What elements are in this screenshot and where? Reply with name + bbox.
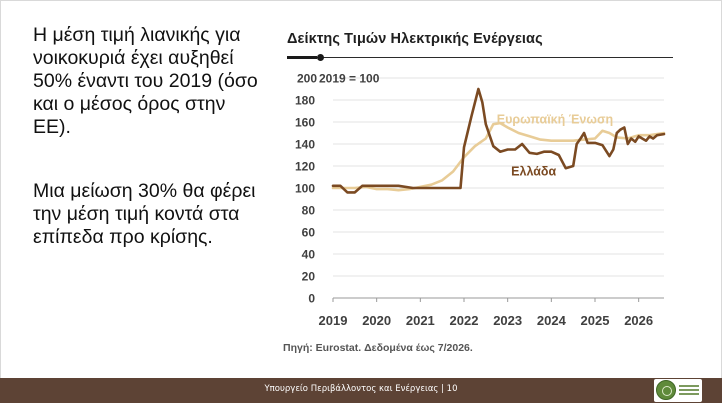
ministry-logo xyxy=(654,379,702,402)
label-european-union: Ευρωπαϊκή Ένωση xyxy=(497,113,613,127)
y-axis-label: 2019 = 100 xyxy=(319,72,380,86)
y-tick-label: 0 xyxy=(308,292,315,306)
y-tick-label: 160 xyxy=(295,116,315,130)
slide-border-top xyxy=(0,0,722,1)
series-line-greece xyxy=(331,87,666,194)
y-tick-label: 80 xyxy=(302,204,316,218)
y-tick-label: 180 xyxy=(295,94,315,108)
slide-border-left xyxy=(0,0,1,378)
x-tick-label: 2024 xyxy=(537,313,567,328)
chart-title-underline-dot xyxy=(317,54,324,61)
paragraph-price-reduction: Μια μείωση 30% θα φέρει την μέση τιμή κο… xyxy=(33,180,256,248)
footer-bar: Υπουργείο Περιβάλλοντος και Ενέργειας | … xyxy=(0,378,722,403)
ministry-wordmark-icon xyxy=(679,385,699,396)
y-tick-label: 120 xyxy=(295,160,315,174)
y-tick-label: 60 xyxy=(302,226,316,240)
chart-labels: 0 20 40 60 80 100 120 140 160 180 200 2019 = 100 201… xyxy=(295,72,653,329)
y-tick-label: 200 xyxy=(297,72,317,86)
price-index-chart: 0 20 40 60 80 100 120 140 160 180 200 2019 = 100 201… xyxy=(295,72,666,329)
y-tick-label: 40 xyxy=(302,248,316,262)
paragraph-price-increase: Η μέση τιμή λιανικής για νοικοκυριά έχει… xyxy=(33,24,258,138)
chart-title-underline-accent xyxy=(287,56,317,59)
x-tick-label: 2021 xyxy=(406,313,435,328)
ministry-seal-icon xyxy=(656,380,676,400)
footer-text: Υπουργείο Περιβάλλοντος και Ενέργειας | … xyxy=(264,384,458,394)
x-tick-label: 2025 xyxy=(581,313,610,328)
x-tick-label: 2022 xyxy=(450,313,479,328)
series-line-eu xyxy=(331,121,666,192)
x-tick-label: 2023 xyxy=(493,313,522,328)
x-tick-label: 2020 xyxy=(362,313,391,328)
source-note: Πηγή: Eurostat. Δεδομένα έως 7/2026. xyxy=(283,342,473,354)
chart-title: Δείκτης Τιμών Ηλεκτρικής Ενέργειας xyxy=(287,31,543,47)
y-tick-label: 140 xyxy=(295,138,315,152)
chart-gridlines xyxy=(333,77,664,277)
x-tick-label: 2019 xyxy=(319,313,348,328)
chart-title-underline xyxy=(287,57,673,58)
chart-axes xyxy=(332,297,664,302)
label-greece: Ελλάδα xyxy=(511,164,556,178)
slide-text-column: Η μέση τιμή λιανικής για νοικοκυριά έχει… xyxy=(33,24,258,249)
x-tick-label: 2026 xyxy=(624,313,653,328)
chart-series xyxy=(331,87,666,194)
y-tick-label: 100 xyxy=(295,182,315,196)
y-tick-label: 20 xyxy=(302,270,316,284)
